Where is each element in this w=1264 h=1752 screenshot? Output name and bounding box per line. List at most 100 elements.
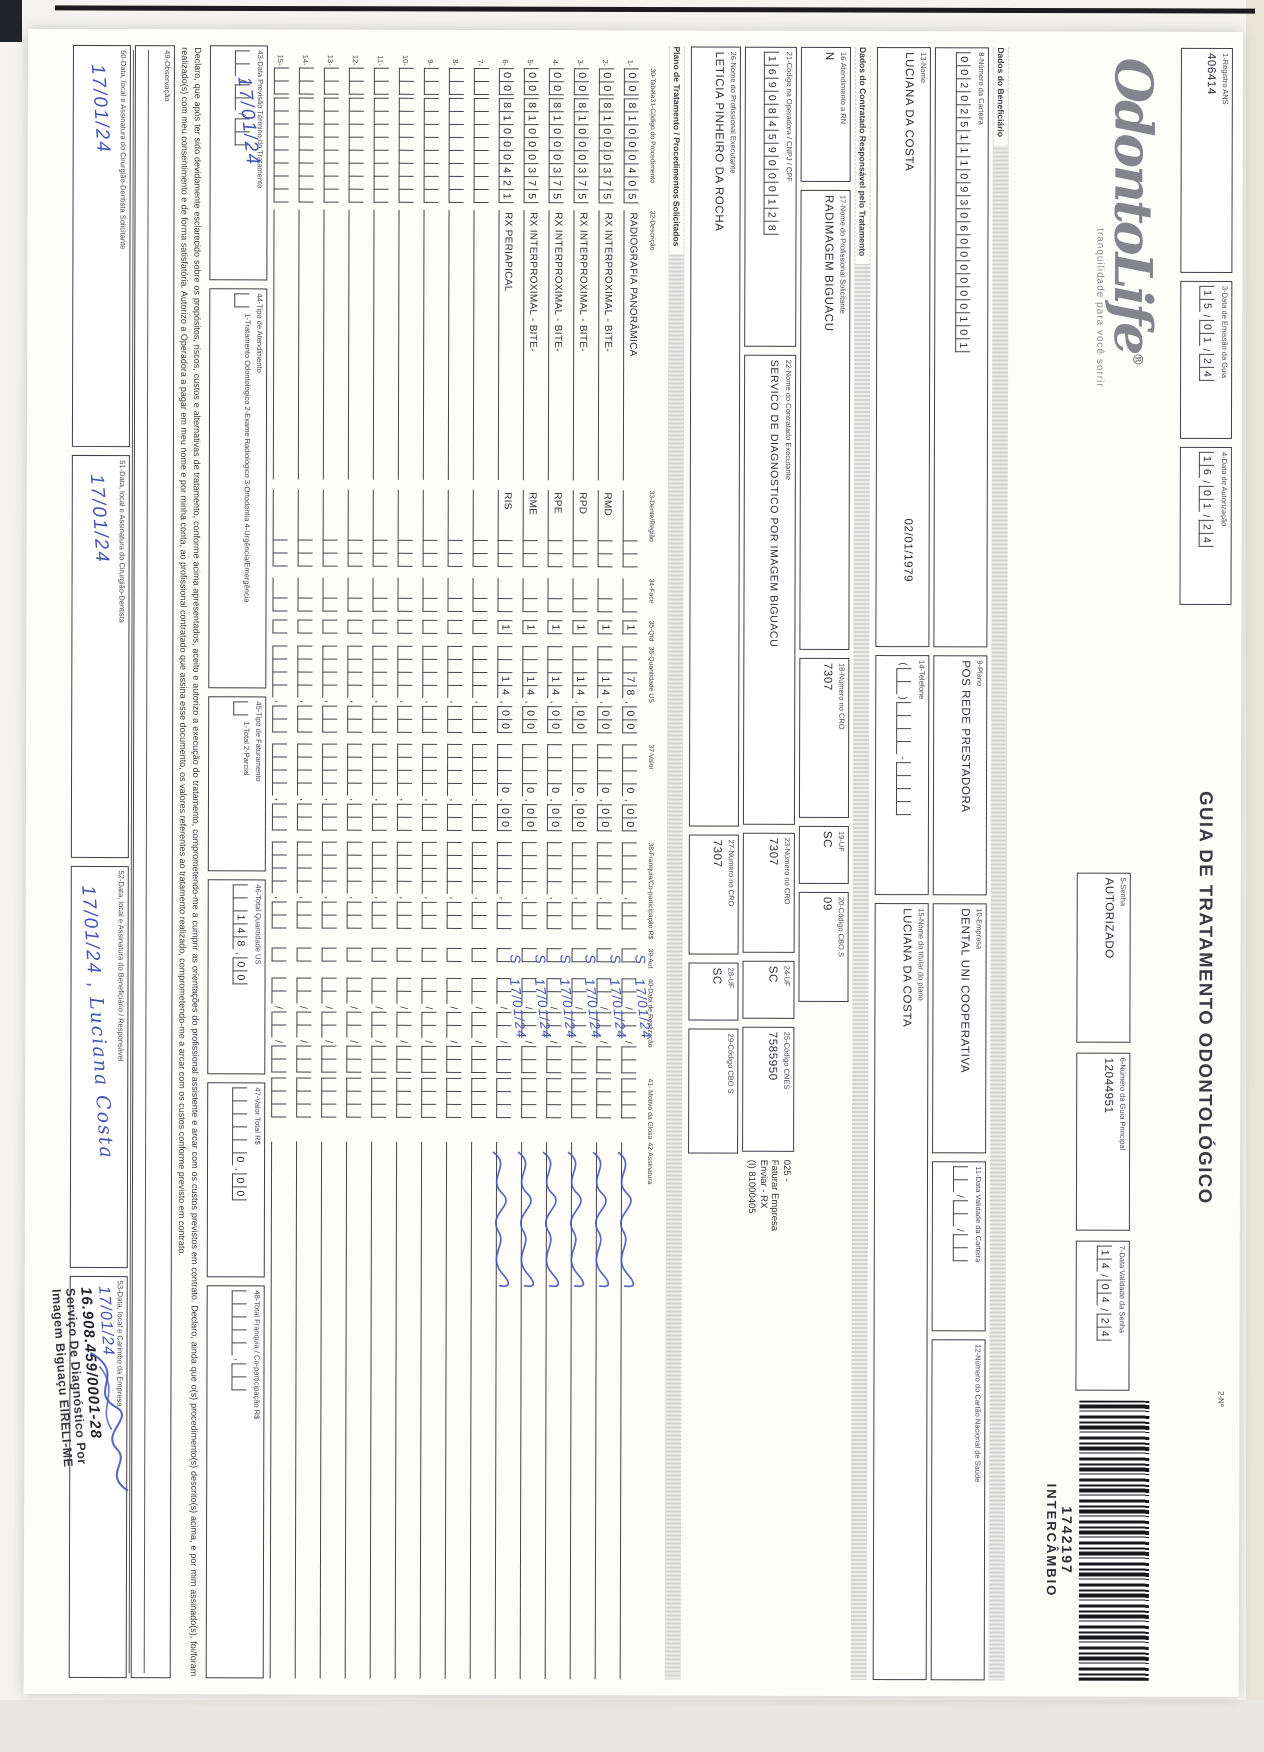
digit-cell <box>423 188 439 203</box>
digit-cell <box>496 855 512 869</box>
billing-note: 025 - Faturar Empresa Enviar - RX (I) 81000… <box>742 1160 794 1231</box>
digit-cell <box>232 1087 248 1101</box>
digit-cell <box>446 1090 462 1104</box>
col-num: 7- <box>475 59 485 67</box>
digit-cell <box>321 977 337 991</box>
digit-cell <box>297 705 313 719</box>
box-separator: / <box>447 1040 459 1044</box>
digit-cell <box>522 598 538 613</box>
digit-cell <box>471 901 487 916</box>
field-label: 52-Data, local e Assinatura do Beneficiá… <box>116 870 126 1062</box>
digit-cell <box>396 1024 412 1038</box>
field-value: 406414 <box>1204 52 1217 95</box>
totais-row: 43-Data Previsão Término do Tratamento /… <box>205 45 268 1679</box>
handwritten-date: 17/01/24 <box>85 473 113 565</box>
field-value: 7307 <box>766 837 779 866</box>
column-header: 37-Valor <box>647 744 655 770</box>
col-us: , <box>472 645 493 744</box>
digit-cell: 0 <box>522 719 538 734</box>
digit-cell <box>323 149 339 163</box>
digit-cell: 0 <box>521 817 537 832</box>
digit-cell: 8 <box>498 98 514 112</box>
digit-cell <box>621 1046 637 1060</box>
digit-cell <box>447 645 463 659</box>
digit-cell <box>271 947 287 962</box>
digit-cell <box>621 915 637 930</box>
digit-cell <box>448 175 464 189</box>
col-qtd: 1 <box>572 620 593 646</box>
box-separator: , <box>297 798 309 801</box>
digit-cell <box>296 1103 312 1118</box>
digit-cell <box>371 1045 387 1059</box>
col-motivo <box>621 1078 642 1142</box>
digit-cell <box>471 1103 487 1119</box>
col-assin <box>617 1142 637 1680</box>
digit-cell <box>298 97 314 111</box>
handwritten-date: 17/01/24 , Luciana Costa <box>77 884 118 1160</box>
digit-cell: 0 <box>955 91 971 105</box>
digit-cell: 0 <box>521 783 538 797</box>
col-franquia: , <box>496 842 518 948</box>
digit-cell <box>321 1103 337 1118</box>
digit-cell <box>348 136 364 150</box>
digit-cell: 0 <box>547 719 563 734</box>
digit-cell: 8 <box>548 98 564 112</box>
digit-cell <box>231 1376 247 1391</box>
col-motivo <box>271 1077 292 1141</box>
digit-cell: 0 <box>621 783 638 797</box>
digit-cell <box>472 705 488 720</box>
field-tipo-faturamento: 45-Tipo de Faturamento 1-Total 2-Parcial <box>207 696 267 872</box>
option-box <box>233 701 249 716</box>
digit-cell: 7 <box>598 176 614 190</box>
digit-cell <box>472 619 488 635</box>
digit-cell <box>447 684 463 698</box>
col-motivo <box>571 1078 592 1142</box>
digit-cell: 8 <box>598 98 614 112</box>
digit-cell <box>423 162 439 176</box>
digit-boxes: / / <box>952 1166 969 1262</box>
digit-cell <box>421 947 437 962</box>
digit-cell <box>346 1103 362 1118</box>
digit-cell <box>597 757 613 771</box>
digit-cell <box>371 803 387 817</box>
digit-cell: 0 <box>598 81 614 96</box>
digit-cell <box>273 136 289 150</box>
col-qtd: 1 <box>622 620 643 646</box>
digit-cell <box>323 175 339 189</box>
digit-cell: 3 <box>523 163 539 177</box>
col-desc: RX INTERPROXIMAL - BITE- <box>597 210 614 490</box>
digit-cell <box>546 902 562 916</box>
digit-cell <box>547 770 563 784</box>
col-face <box>397 577 418 620</box>
digit-cell <box>571 915 587 930</box>
digit-cell <box>571 855 587 869</box>
digit-cell <box>371 901 387 915</box>
digit-cell: 2 <box>1198 519 1214 533</box>
col-regiao: RPE <box>547 490 569 578</box>
digit-cell <box>471 867 487 882</box>
digit-cell <box>371 990 387 1004</box>
digit-cell <box>546 842 562 856</box>
digit-cell <box>397 705 413 719</box>
digit-cell <box>496 915 512 930</box>
spacer <box>687 1162 738 1680</box>
digit-cell <box>297 718 313 733</box>
digit-cell <box>446 1024 462 1038</box>
col-face <box>322 577 343 620</box>
digit-cell <box>273 188 289 203</box>
field-value: SERVICO DE DIAGNOSTICO POR IMAGEM BIGUAC… <box>767 359 781 648</box>
digit-cell <box>346 803 362 817</box>
digit-cell <box>471 880 487 895</box>
col-face <box>422 577 443 620</box>
field-label: 44-Tipo de Atendimento <box>255 293 265 373</box>
digit-cell: 0 <box>546 804 562 818</box>
col-desc: RX INTERPROXIMAL - BITE- <box>572 210 589 490</box>
digit-cell <box>472 645 488 660</box>
col-us: , <box>297 645 318 744</box>
col-codigo <box>473 97 495 210</box>
digit-cell: 2 <box>955 104 971 118</box>
digit-cell: 0 <box>498 81 514 96</box>
digit-cell <box>421 990 437 1004</box>
digit-cell <box>322 705 338 719</box>
